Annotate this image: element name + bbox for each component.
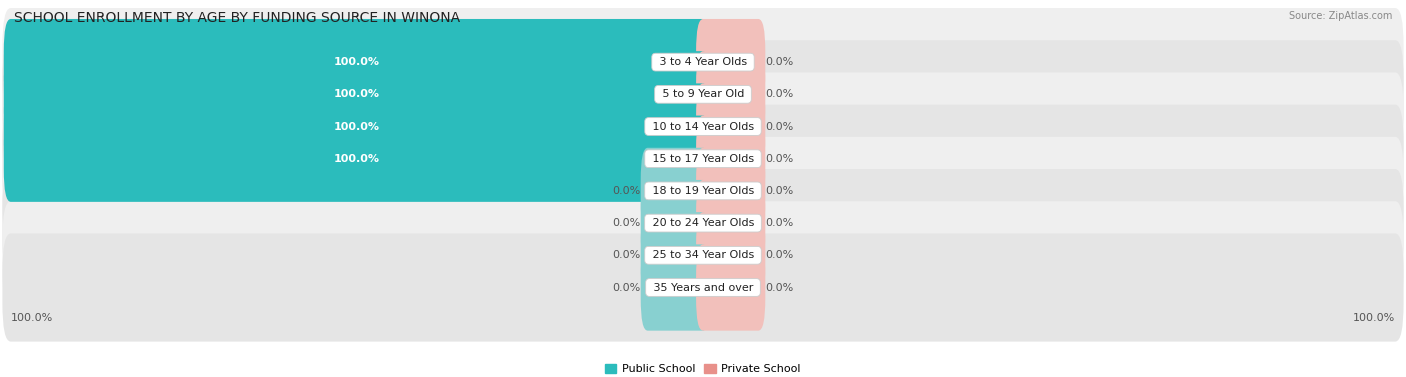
Legend: Public School, Private School: Public School, Private School: [600, 359, 806, 377]
FancyBboxPatch shape: [3, 40, 1403, 149]
FancyBboxPatch shape: [4, 116, 710, 202]
Text: 0.0%: 0.0%: [765, 186, 793, 196]
Text: 100.0%: 100.0%: [11, 313, 53, 323]
Text: Source: ZipAtlas.com: Source: ZipAtlas.com: [1288, 11, 1392, 21]
FancyBboxPatch shape: [641, 180, 710, 266]
FancyBboxPatch shape: [4, 51, 710, 138]
Text: 5 to 9 Year Old: 5 to 9 Year Old: [658, 89, 748, 99]
Text: 100.0%: 100.0%: [333, 57, 380, 67]
Text: 3 to 4 Year Olds: 3 to 4 Year Olds: [655, 57, 751, 67]
FancyBboxPatch shape: [696, 19, 765, 105]
Text: 35 Years and over: 35 Years and over: [650, 282, 756, 293]
Text: 0.0%: 0.0%: [765, 250, 793, 260]
Text: 0.0%: 0.0%: [765, 121, 793, 132]
FancyBboxPatch shape: [3, 8, 1403, 116]
FancyBboxPatch shape: [696, 180, 765, 266]
FancyBboxPatch shape: [3, 105, 1403, 213]
Text: 0.0%: 0.0%: [765, 154, 793, 164]
Text: 20 to 24 Year Olds: 20 to 24 Year Olds: [648, 218, 758, 228]
Text: 10 to 14 Year Olds: 10 to 14 Year Olds: [648, 121, 758, 132]
FancyBboxPatch shape: [696, 148, 765, 234]
FancyBboxPatch shape: [3, 201, 1403, 310]
Text: 0.0%: 0.0%: [765, 282, 793, 293]
Text: 0.0%: 0.0%: [613, 186, 641, 196]
FancyBboxPatch shape: [696, 212, 765, 299]
FancyBboxPatch shape: [3, 137, 1403, 245]
Text: 100.0%: 100.0%: [333, 154, 380, 164]
FancyBboxPatch shape: [696, 51, 765, 138]
Text: 25 to 34 Year Olds: 25 to 34 Year Olds: [648, 250, 758, 260]
Text: 0.0%: 0.0%: [613, 218, 641, 228]
Text: 100.0%: 100.0%: [333, 121, 380, 132]
Text: 15 to 17 Year Olds: 15 to 17 Year Olds: [648, 154, 758, 164]
FancyBboxPatch shape: [696, 83, 765, 170]
FancyBboxPatch shape: [641, 148, 710, 234]
Text: 100.0%: 100.0%: [1353, 313, 1395, 323]
Text: SCHOOL ENROLLMENT BY AGE BY FUNDING SOURCE IN WINONA: SCHOOL ENROLLMENT BY AGE BY FUNDING SOUR…: [14, 11, 460, 25]
FancyBboxPatch shape: [3, 233, 1403, 342]
FancyBboxPatch shape: [3, 72, 1403, 181]
FancyBboxPatch shape: [696, 116, 765, 202]
Text: 0.0%: 0.0%: [613, 250, 641, 260]
Text: 18 to 19 Year Olds: 18 to 19 Year Olds: [648, 186, 758, 196]
FancyBboxPatch shape: [696, 244, 765, 331]
Text: 100.0%: 100.0%: [333, 89, 380, 99]
Text: 0.0%: 0.0%: [765, 218, 793, 228]
FancyBboxPatch shape: [4, 19, 710, 105]
FancyBboxPatch shape: [641, 212, 710, 299]
Text: 0.0%: 0.0%: [613, 282, 641, 293]
FancyBboxPatch shape: [3, 169, 1403, 277]
FancyBboxPatch shape: [4, 83, 710, 170]
Text: 0.0%: 0.0%: [765, 57, 793, 67]
Text: 0.0%: 0.0%: [765, 89, 793, 99]
FancyBboxPatch shape: [641, 244, 710, 331]
